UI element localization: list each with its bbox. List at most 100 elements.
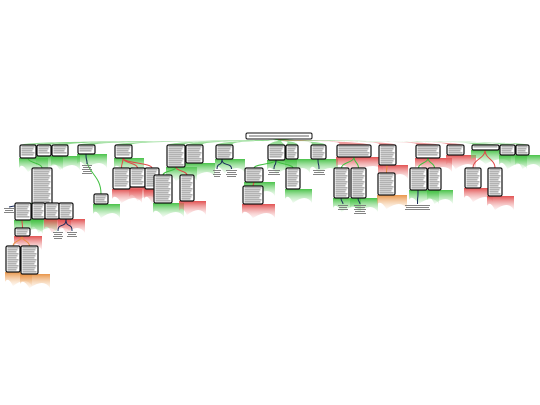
text-placeholder	[246, 175, 262, 177]
text-placeholder	[335, 187, 348, 189]
text-placeholder	[168, 164, 184, 166]
text-placeholder	[226, 170, 237, 171]
text-placeholder	[181, 180, 191, 182]
text-placeholder	[338, 154, 369, 156]
text-placeholder	[314, 172, 324, 173]
text-placeholder	[33, 195, 50, 197]
text-placeholder	[155, 190, 170, 192]
text-placeholder	[22, 271, 37, 273]
text-placeholder	[352, 181, 365, 183]
text-placeholder	[46, 204, 58, 206]
text-placeholder	[335, 189, 347, 191]
text-placeholder	[355, 207, 365, 208]
text-placeholder	[411, 179, 424, 181]
text-placeholder	[227, 172, 236, 173]
text-placeholder	[22, 257, 35, 259]
text-placeholder	[213, 174, 221, 175]
text-placeholder	[16, 210, 30, 212]
link	[21, 219, 23, 229]
text-placeholder	[501, 148, 513, 150]
text-placeholder	[249, 135, 309, 137]
text-placeholder	[187, 156, 200, 158]
text-placeholder	[466, 183, 479, 185]
text-placeholder	[16, 212, 29, 214]
text-placeholder	[217, 156, 230, 158]
text-placeholder	[146, 173, 156, 175]
text-placeholder	[46, 214, 56, 216]
text-placeholder	[21, 154, 34, 156]
node-fan	[242, 204, 275, 218]
text-placeholder	[417, 152, 439, 154]
text-placeholder	[33, 199, 51, 201]
text-placeholder	[287, 173, 297, 175]
text-placeholder	[501, 150, 512, 152]
node-fan	[464, 188, 493, 202]
text-placeholder	[379, 176, 393, 178]
text-placeholder	[114, 171, 128, 173]
text-placeholder	[60, 206, 71, 208]
text-placeholder	[187, 150, 200, 152]
link	[122, 157, 153, 169]
text-placeholder	[429, 187, 440, 189]
text-placeholder	[95, 201, 107, 203]
text-placeholder	[181, 182, 193, 184]
text-placeholder	[114, 173, 127, 175]
text-placeholder	[214, 176, 220, 177]
text-placeholder	[489, 181, 501, 183]
node-box	[409, 167, 428, 191]
text-placeholder	[79, 146, 94, 148]
text-placeholder	[33, 187, 51, 189]
text-placeholder	[187, 152, 202, 154]
text-placeholder	[352, 191, 363, 193]
text-placeholder	[54, 234, 62, 235]
text-placeholder	[335, 175, 348, 177]
text-placeholder	[312, 156, 323, 158]
text-placeholder	[146, 185, 156, 187]
text-placeholder	[246, 171, 261, 173]
text-placeholder	[33, 197, 49, 199]
text-placeholder	[33, 173, 49, 175]
text-placeholder	[269, 152, 284, 154]
text-placeholder	[489, 189, 500, 191]
text-placeholder	[38, 150, 48, 152]
text-placeholder	[338, 209, 348, 210]
text-placeholder	[489, 177, 500, 179]
text-placeholder	[287, 156, 295, 158]
text-placeholder	[466, 185, 478, 187]
text-placeholder	[168, 150, 182, 152]
text-placeholder	[417, 150, 437, 152]
text-placeholder	[335, 185, 346, 187]
text-placeholder	[22, 265, 37, 267]
branch	[78, 139, 282, 145]
text-placeholder	[7, 255, 18, 257]
text-placeholder	[7, 257, 17, 259]
text-placeholder	[53, 148, 66, 150]
text-placeholder	[168, 148, 183, 150]
text-placeholder	[406, 207, 429, 208]
text-placeholder	[287, 179, 297, 181]
text-placeholder	[352, 169, 365, 171]
text-placeholder	[411, 185, 424, 187]
text-placeholder	[517, 150, 526, 152]
text-placeholder	[22, 249, 36, 251]
text-placeholder	[131, 173, 142, 175]
text-placeholder	[22, 253, 37, 255]
link	[275, 159, 294, 169]
link	[353, 156, 359, 169]
text-placeholder	[21, 148, 34, 150]
text-placeholder	[146, 177, 157, 179]
text-placeholder	[5, 210, 13, 211]
text-placeholder	[287, 175, 299, 177]
link	[317, 158, 320, 170]
text-placeholder	[33, 179, 49, 181]
text-placeholder	[429, 179, 438, 181]
text-placeholder	[517, 148, 527, 150]
text-placeholder	[338, 150, 368, 152]
text-placeholder	[168, 162, 182, 164]
text-placeholder	[335, 183, 347, 185]
text-placeholder	[33, 206, 43, 208]
text-placeholder	[60, 212, 71, 214]
text-placeholder	[269, 146, 284, 148]
text-placeholder	[246, 173, 260, 175]
text-placeholder	[7, 265, 19, 267]
